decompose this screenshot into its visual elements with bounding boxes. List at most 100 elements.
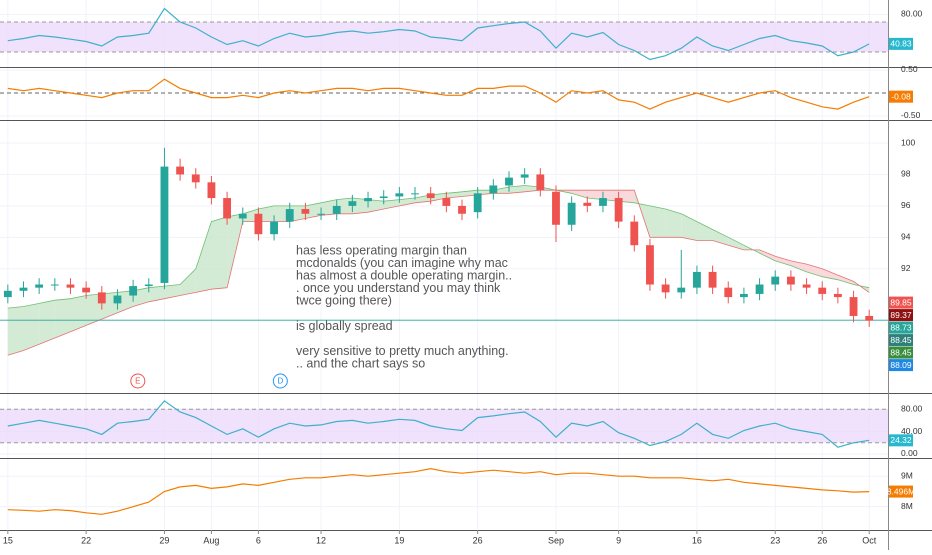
candle-body <box>3 290 12 298</box>
y-tick-label: 94 <box>901 232 911 242</box>
price-badge <box>889 37 913 50</box>
x-tick-label: 15 <box>3 535 13 545</box>
cloud-segment <box>649 205 666 238</box>
annotation-text: is globally spread <box>296 319 393 333</box>
price-badge-label: 40.83 <box>890 39 912 49</box>
candle-body <box>865 315 874 321</box>
y-tick-label: 8M <box>901 501 913 511</box>
cloud-segment <box>39 300 55 345</box>
candle-body <box>379 196 388 199</box>
x-tick-label: Sep <box>548 535 564 545</box>
x-tick-label: 12 <box>316 535 326 545</box>
candle-body <box>661 284 670 293</box>
candle-body <box>176 166 185 175</box>
candle-body <box>646 245 654 285</box>
cloud-line <box>7 189 870 356</box>
price-badge-label: 88.73 <box>890 322 912 332</box>
axes: 15 22 29 Aug 6 12 19 26 Sep 9 16 23 26 Oct 80.00 40.83 0… <box>3 9 923 546</box>
x-tick-label: 29 <box>159 535 169 545</box>
candle-body <box>238 213 247 219</box>
candle-body <box>489 185 498 194</box>
candle-body <box>207 182 216 199</box>
price-badge <box>889 434 913 447</box>
series-line <box>7 467 870 515</box>
candle-body <box>724 287 733 298</box>
candle-body <box>348 201 357 206</box>
cloud-segment <box>180 268 196 296</box>
x-tick-label: 19 <box>394 535 404 545</box>
candle-body <box>411 193 419 195</box>
annotation-text: has almost a double operating margin.. <box>296 268 512 282</box>
x-tick-label: 26 <box>817 535 827 545</box>
cloud-segment <box>70 295 87 332</box>
series-line <box>7 78 870 110</box>
cloud-segment <box>195 221 212 293</box>
cloud-segment <box>681 213 697 241</box>
x-tick-label: 22 <box>81 535 91 545</box>
candle-body <box>693 271 701 288</box>
price-badge-label: 88.45 <box>890 347 912 357</box>
band-fill <box>0 409 888 443</box>
price-badge <box>889 359 913 372</box>
candle-body <box>270 221 278 235</box>
y-tick-label: -0.50 <box>901 110 921 120</box>
price-badge <box>889 485 913 498</box>
price-badge <box>889 346 913 359</box>
price-badge-label: 88.45 <box>890 335 912 345</box>
candle-body <box>317 213 325 215</box>
series-line <box>7 400 870 448</box>
cloud-segment <box>54 298 71 338</box>
price-badge <box>889 90 913 103</box>
cloud-segment <box>164 284 181 299</box>
candle-body <box>160 166 169 283</box>
candle-body <box>113 295 122 304</box>
candle-body <box>82 287 91 293</box>
candle-body <box>567 202 576 225</box>
annotation-text: . once you understand you may think <box>296 281 501 295</box>
event-label: E <box>135 377 140 386</box>
price-badge-label: 89.37 <box>890 310 912 320</box>
price-badge-label: 89.85 <box>890 297 912 307</box>
price-badge <box>889 296 913 309</box>
cloud-line <box>7 185 870 309</box>
cloud-segment <box>368 199 384 213</box>
cloud-segment <box>399 198 416 206</box>
price-badge-label: 8.496M <box>887 486 915 496</box>
price-badge <box>889 321 913 334</box>
cloud-segment <box>822 268 838 280</box>
candle-body <box>833 293 842 298</box>
event-label: D <box>277 377 283 386</box>
pane <box>0 78 888 110</box>
y-tick-label: 98 <box>901 169 911 179</box>
cloud-segment <box>728 237 744 250</box>
cloud-segment <box>587 190 603 200</box>
annotation-text: has less operating margin than <box>296 243 467 257</box>
pane <box>0 400 888 448</box>
candle-body <box>254 213 263 235</box>
cloud-segment <box>696 221 713 241</box>
band-fill <box>0 21 888 52</box>
candle-body <box>771 276 780 285</box>
pane <box>7 467 870 515</box>
x-tick-label: Oct <box>862 535 877 545</box>
cloud-segment <box>665 209 682 238</box>
candle-body <box>35 284 44 288</box>
candle-body <box>708 271 717 288</box>
candle-body <box>97 292 106 304</box>
series-line <box>7 7 870 61</box>
y-tick-label: 9M <box>901 470 913 480</box>
price-badge <box>889 334 913 347</box>
candle-body <box>614 198 623 222</box>
y-tick-label: 80.00 <box>901 403 923 413</box>
cloud-segment <box>383 199 400 210</box>
candle-body <box>442 198 451 206</box>
y-tick-label: 96 <box>901 200 911 210</box>
candle-body <box>536 174 545 191</box>
candle-body <box>144 284 153 287</box>
candle-body <box>786 276 795 285</box>
candle-body <box>50 284 59 286</box>
annotation-text: mcdonalds (you can imagine why mac <box>296 256 508 270</box>
